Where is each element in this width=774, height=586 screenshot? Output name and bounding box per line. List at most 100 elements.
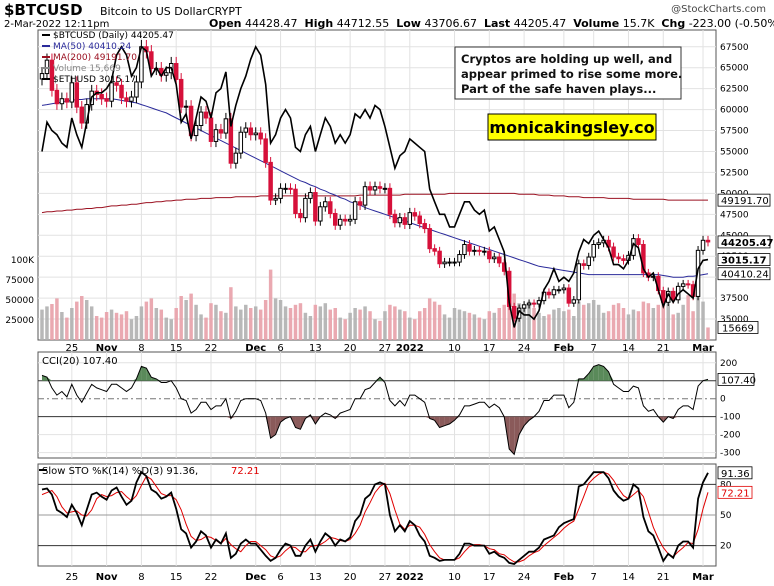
low-label: Low [396, 17, 421, 30]
price-x-tick-label: 8 [138, 343, 144, 354]
volume-bar [656, 304, 661, 340]
volume-bar [313, 304, 318, 340]
candle-body [193, 125, 199, 137]
volume-bar [209, 303, 213, 340]
candle-body [576, 263, 582, 301]
cci-title: CCI(20) 107.40 [42, 356, 118, 367]
volume-bar [522, 304, 526, 340]
volume-bar [278, 300, 283, 340]
candle-body [213, 129, 219, 142]
candle-body [149, 51, 154, 70]
price-x-tick-label: 10 [448, 343, 461, 354]
candle-body [173, 63, 179, 80]
candle-body [427, 228, 432, 250]
candle-body [337, 218, 343, 226]
volume-label: Volume [573, 17, 620, 30]
candle-body [611, 246, 616, 258]
legend-entry: Volume 15,669 [53, 64, 121, 74]
volume-bar [492, 312, 497, 340]
candle-body [377, 186, 383, 189]
volume-bar [258, 309, 263, 340]
volume-bar [408, 317, 412, 340]
volume-bar [631, 309, 636, 340]
candle-body [347, 218, 353, 222]
last-value-label: 3015.17 [721, 256, 767, 267]
price-x-tick-label: 15 [170, 343, 183, 354]
symbol-title: $BTCUSD [4, 1, 83, 19]
candle-body [670, 290, 676, 301]
cci-y-tick-label: -200 [720, 431, 741, 441]
cci-y-tick-label: 0 [720, 395, 726, 405]
exchange-label: CRYPT [207, 5, 242, 18]
legend-entry: $BTCUSD (Daily) 44205.47 [53, 31, 174, 41]
volume-bar [323, 303, 328, 340]
candle-body [164, 72, 169, 76]
candle-body [700, 239, 706, 251]
chg-value: -223.00 (-0.50%) [688, 17, 774, 30]
volume-bar [229, 287, 233, 340]
price-y-tick-label: 62500 [720, 85, 749, 95]
candle-body [54, 89, 60, 105]
watermark-box [487, 113, 657, 141]
volume-bar [586, 303, 591, 340]
volume-bar [582, 304, 586, 340]
last-value-label: 44205.47 [721, 238, 774, 249]
cci-fill-negative [424, 416, 430, 419]
candle-body [521, 304, 527, 309]
candle-body [621, 258, 626, 261]
volume-bar [70, 308, 74, 340]
sto-y-tick-label: 80 [720, 480, 732, 490]
last-value: 44205.47 [513, 17, 567, 30]
candle-body [561, 287, 567, 291]
volume-bar [80, 296, 84, 340]
candle-body [596, 242, 601, 245]
volume-bar [527, 301, 531, 340]
candle-body [616, 256, 621, 260]
volume-bar [283, 306, 288, 340]
volume-bar [174, 308, 178, 340]
candle-body [124, 97, 129, 102]
volume-bar [109, 309, 114, 340]
volume-bar [298, 303, 303, 340]
low-value: 43706.67 [424, 17, 477, 30]
candle-body [114, 82, 119, 86]
last-value-tag [717, 253, 771, 266]
volume-bar [601, 312, 606, 340]
candle-body [457, 254, 462, 263]
candle-body [268, 161, 273, 201]
volume-bar [184, 300, 188, 340]
volume-bar [572, 316, 576, 340]
price-x-tick-label: 24 [518, 343, 531, 354]
bottom-x-tick-label: 17 [483, 572, 496, 583]
candle-body [566, 287, 572, 304]
candle-body [263, 138, 268, 163]
legend-entry: MA(50) 40410.24 [53, 42, 131, 52]
volume-bar [179, 296, 183, 340]
bottom-x-tick-label: Nov [96, 572, 118, 583]
candle-body [99, 94, 104, 100]
chg-label: Chg [661, 17, 686, 30]
volume-last-label: 15669 [722, 323, 754, 334]
candle-body [288, 187, 293, 190]
volume-bar [268, 269, 273, 340]
sto-title: Slow STO %K(14) %D(3) 91.36, [42, 466, 198, 477]
volume-bar [427, 298, 432, 340]
cci-y-tick-label: -300 [720, 449, 741, 459]
volume-bar [393, 306, 397, 340]
volume-bar [273, 298, 278, 340]
candle-body [64, 98, 70, 103]
volume-bar [472, 314, 477, 340]
volume-bar [547, 314, 551, 340]
volume-bar [358, 309, 362, 340]
price-x-tick-label: 6 [277, 343, 283, 354]
candle-body [283, 187, 288, 190]
volume-bar [671, 314, 675, 340]
candle-body [183, 105, 189, 108]
price-x-tick-label: 22 [205, 343, 218, 354]
volume-bar [706, 327, 710, 340]
cci-y-tick-label: 200 [720, 359, 737, 369]
cci-fill-positive [598, 364, 604, 381]
open-value: 44428.47 [245, 17, 298, 30]
volume-bar [497, 308, 501, 340]
